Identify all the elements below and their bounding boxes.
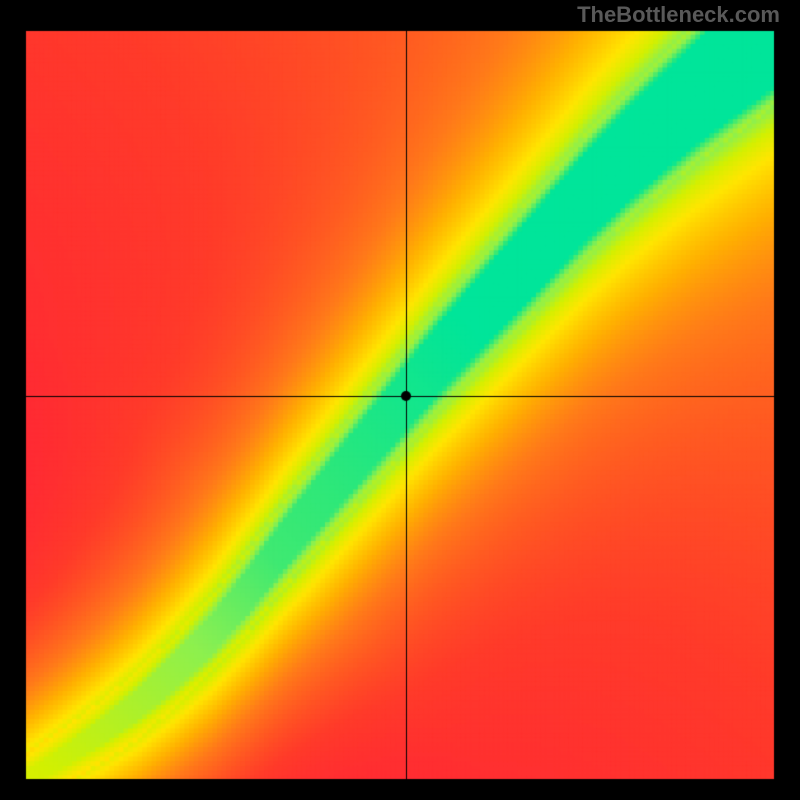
chart-container: TheBottleneck.com [0, 0, 800, 800]
watermark-text: TheBottleneck.com [577, 2, 780, 28]
heatmap-canvas [25, 30, 775, 780]
